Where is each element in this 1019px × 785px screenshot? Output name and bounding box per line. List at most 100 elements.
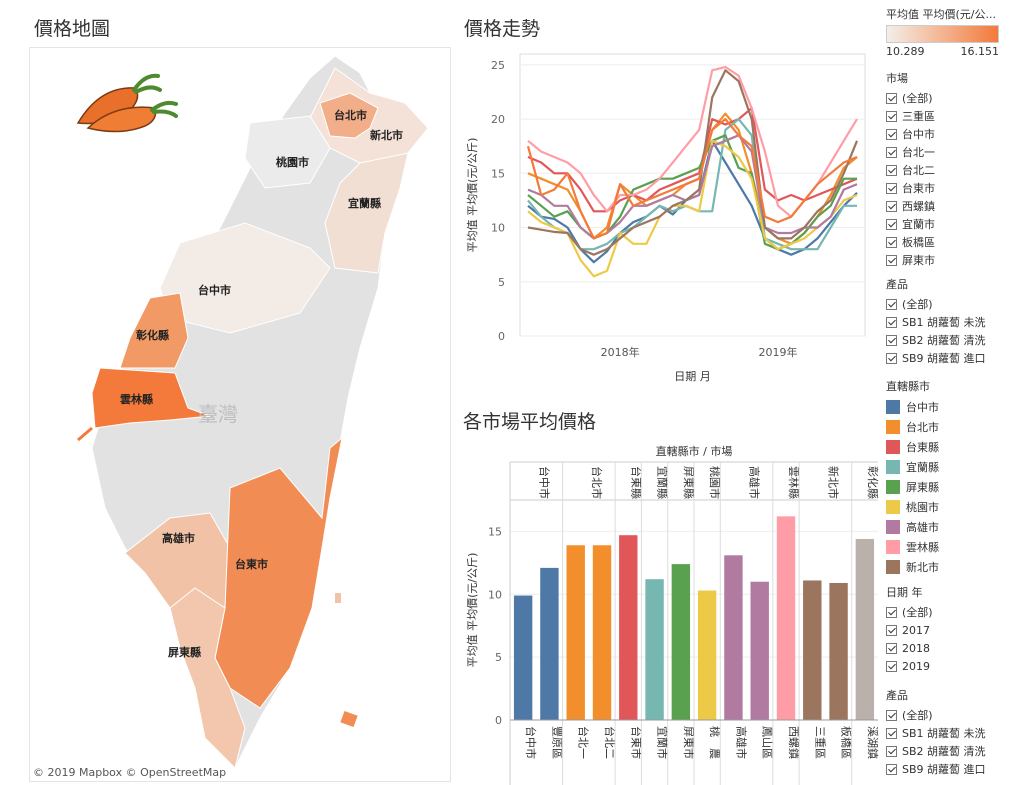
checkbox[interactable]	[886, 745, 897, 757]
checkbox[interactable]	[886, 110, 897, 122]
bar-桃 農[interactable]	[697, 590, 717, 720]
color-legend: 平均值 平均價(元/公... 10.289 16.151	[886, 6, 999, 58]
legend-item[interactable]: 台中市	[886, 397, 939, 417]
market-label: 豐原區	[550, 726, 563, 759]
filter-option-label: 2018	[902, 641, 930, 655]
filter-option[interactable]: SB1 胡蘿蔔 未洗	[886, 724, 986, 742]
group-label-0: 台中市	[537, 466, 551, 499]
checkbox[interactable]	[886, 254, 897, 266]
filter-option[interactable]: 2019	[886, 657, 933, 675]
bar-板橋區[interactable]	[829, 582, 848, 720]
filter-option[interactable]: 台中市	[886, 125, 935, 143]
checkbox[interactable]	[886, 182, 897, 194]
bar-台北一[interactable]	[566, 545, 585, 720]
filter-option[interactable]: SB1 胡蘿蔔 未洗	[886, 313, 986, 331]
checkbox[interactable]	[886, 164, 897, 176]
filter-option-label: 三重區	[902, 110, 935, 123]
bar-屏東市[interactable]	[671, 564, 691, 720]
market-label: 鳳山區	[761, 726, 774, 759]
legend-item[interactable]: 台東縣	[886, 437, 939, 457]
bar-西螺鎮[interactable]	[776, 516, 796, 720]
filter-option[interactable]: 台東市	[886, 179, 935, 197]
filter-option[interactable]: (全部)	[886, 706, 986, 724]
filter-option-label: (全部)	[902, 92, 933, 105]
bar-台東市[interactable]	[619, 535, 638, 720]
filter-option[interactable]: 西螺鎮	[886, 197, 935, 215]
y-tick-label: 20	[491, 113, 505, 126]
filter-option-label: 台北二	[902, 164, 935, 177]
legend-item[interactable]: 屏東縣	[886, 477, 939, 497]
checkbox[interactable]	[886, 642, 897, 654]
color-legend-title: 平均值 平均價(元/公...	[886, 8, 996, 21]
filter-option[interactable]: 台北一	[886, 143, 935, 161]
market-filter: 市場 (全部) 三重區 台中市 台北一 台北二 台東市 西螺鎮 宜蘭市 板橋區 屏東市	[886, 70, 935, 269]
checkbox[interactable]	[886, 128, 897, 140]
bar-溪湖鎮[interactable]	[855, 538, 875, 720]
filter-option[interactable]: 三重區	[886, 107, 935, 125]
series-line-2[interactable]	[527, 107, 858, 213]
map-label-newtaipei: 新北市	[370, 128, 403, 142]
bar-豐原區[interactable]	[540, 567, 559, 720]
legend-item[interactable]: 宜蘭縣	[886, 457, 939, 477]
checkbox[interactable]	[886, 660, 897, 672]
checkbox[interactable]	[886, 334, 897, 346]
y-tick-label: 10	[488, 588, 502, 601]
filter-option[interactable]: 2018	[886, 639, 933, 657]
bar-台中市[interactable]	[513, 595, 533, 720]
filter-option[interactable]: 宜蘭市	[886, 215, 935, 233]
checkbox[interactable]	[886, 624, 897, 636]
checkbox[interactable]	[886, 146, 897, 158]
region-taoyuan	[244, 115, 331, 189]
checkbox[interactable]	[886, 298, 897, 310]
filter-option[interactable]: 板橋區	[886, 233, 935, 251]
market-label: 屏東市	[682, 726, 696, 759]
filter-option[interactable]: (全部)	[886, 603, 933, 621]
filter-option[interactable]: 屏東市	[886, 251, 935, 269]
legend-item[interactable]: 桃園市	[886, 497, 939, 517]
checkbox[interactable]	[886, 727, 897, 739]
legend-item[interactable]: 雲林縣	[886, 537, 939, 557]
filter-option[interactable]: SB2 胡蘿蔔 清洗	[886, 331, 986, 349]
checkbox[interactable]	[886, 92, 897, 104]
filter-option[interactable]: (全部)	[886, 295, 986, 313]
taiwan-price-map[interactable]: 台北市 新北市 桃園市 宜蘭縣 台中市 彰化縣 雲林縣 高雄市 台東市 屏東縣 …	[29, 47, 451, 782]
filter-option-label: SB2 胡蘿蔔 清洗	[902, 334, 986, 347]
checkbox[interactable]	[886, 200, 897, 212]
filter-option[interactable]: SB9 胡蘿蔔 進口	[886, 349, 986, 367]
bar-三重區[interactable]	[803, 580, 822, 720]
series-line-8[interactable]	[527, 69, 859, 256]
checkbox[interactable]	[886, 709, 897, 721]
bar-宜蘭市[interactable]	[645, 579, 664, 720]
region-yilan[interactable]	[324, 152, 409, 274]
filter-option[interactable]: 台北二	[886, 161, 935, 179]
filter-option[interactable]: 2017	[886, 621, 933, 639]
region-yunlin[interactable]	[91, 367, 211, 429]
series-line-9[interactable]	[526, 118, 858, 240]
region-changhua[interactable]	[119, 292, 189, 369]
checkbox[interactable]	[886, 316, 897, 328]
y-tick-label: 5	[495, 651, 502, 664]
legend-item[interactable]: 台北市	[886, 417, 939, 437]
bar-台北二[interactable]	[592, 545, 612, 720]
checkbox[interactable]	[886, 763, 897, 775]
y-tick-label: 15	[491, 167, 505, 180]
filter-option-label: SB1 胡蘿蔔 未洗	[902, 316, 986, 329]
checkbox[interactable]	[886, 606, 897, 618]
series-line-5[interactable]	[527, 139, 858, 278]
filter-option[interactable]: SB2 胡蘿蔔 清洗	[886, 742, 986, 760]
group-label-7: 雲林縣	[787, 466, 801, 499]
checkbox[interactable]	[886, 218, 897, 230]
region-pingtung[interactable]	[169, 587, 246, 769]
group-label-3: 宜蘭縣	[656, 466, 670, 499]
bar-鳳山區[interactable]	[750, 581, 769, 720]
filter-option[interactable]: SB9 胡蘿蔔 進口	[886, 760, 986, 778]
legend-item[interactable]: 高雄市	[886, 517, 939, 537]
market-label: 西螺鎮	[787, 726, 801, 759]
filter-option[interactable]: (全部)	[886, 89, 935, 107]
bar-高雄市[interactable]	[724, 555, 743, 720]
legend-item[interactable]: 新北市	[886, 557, 939, 577]
checkbox[interactable]	[886, 236, 897, 248]
checkbox[interactable]	[886, 352, 897, 364]
